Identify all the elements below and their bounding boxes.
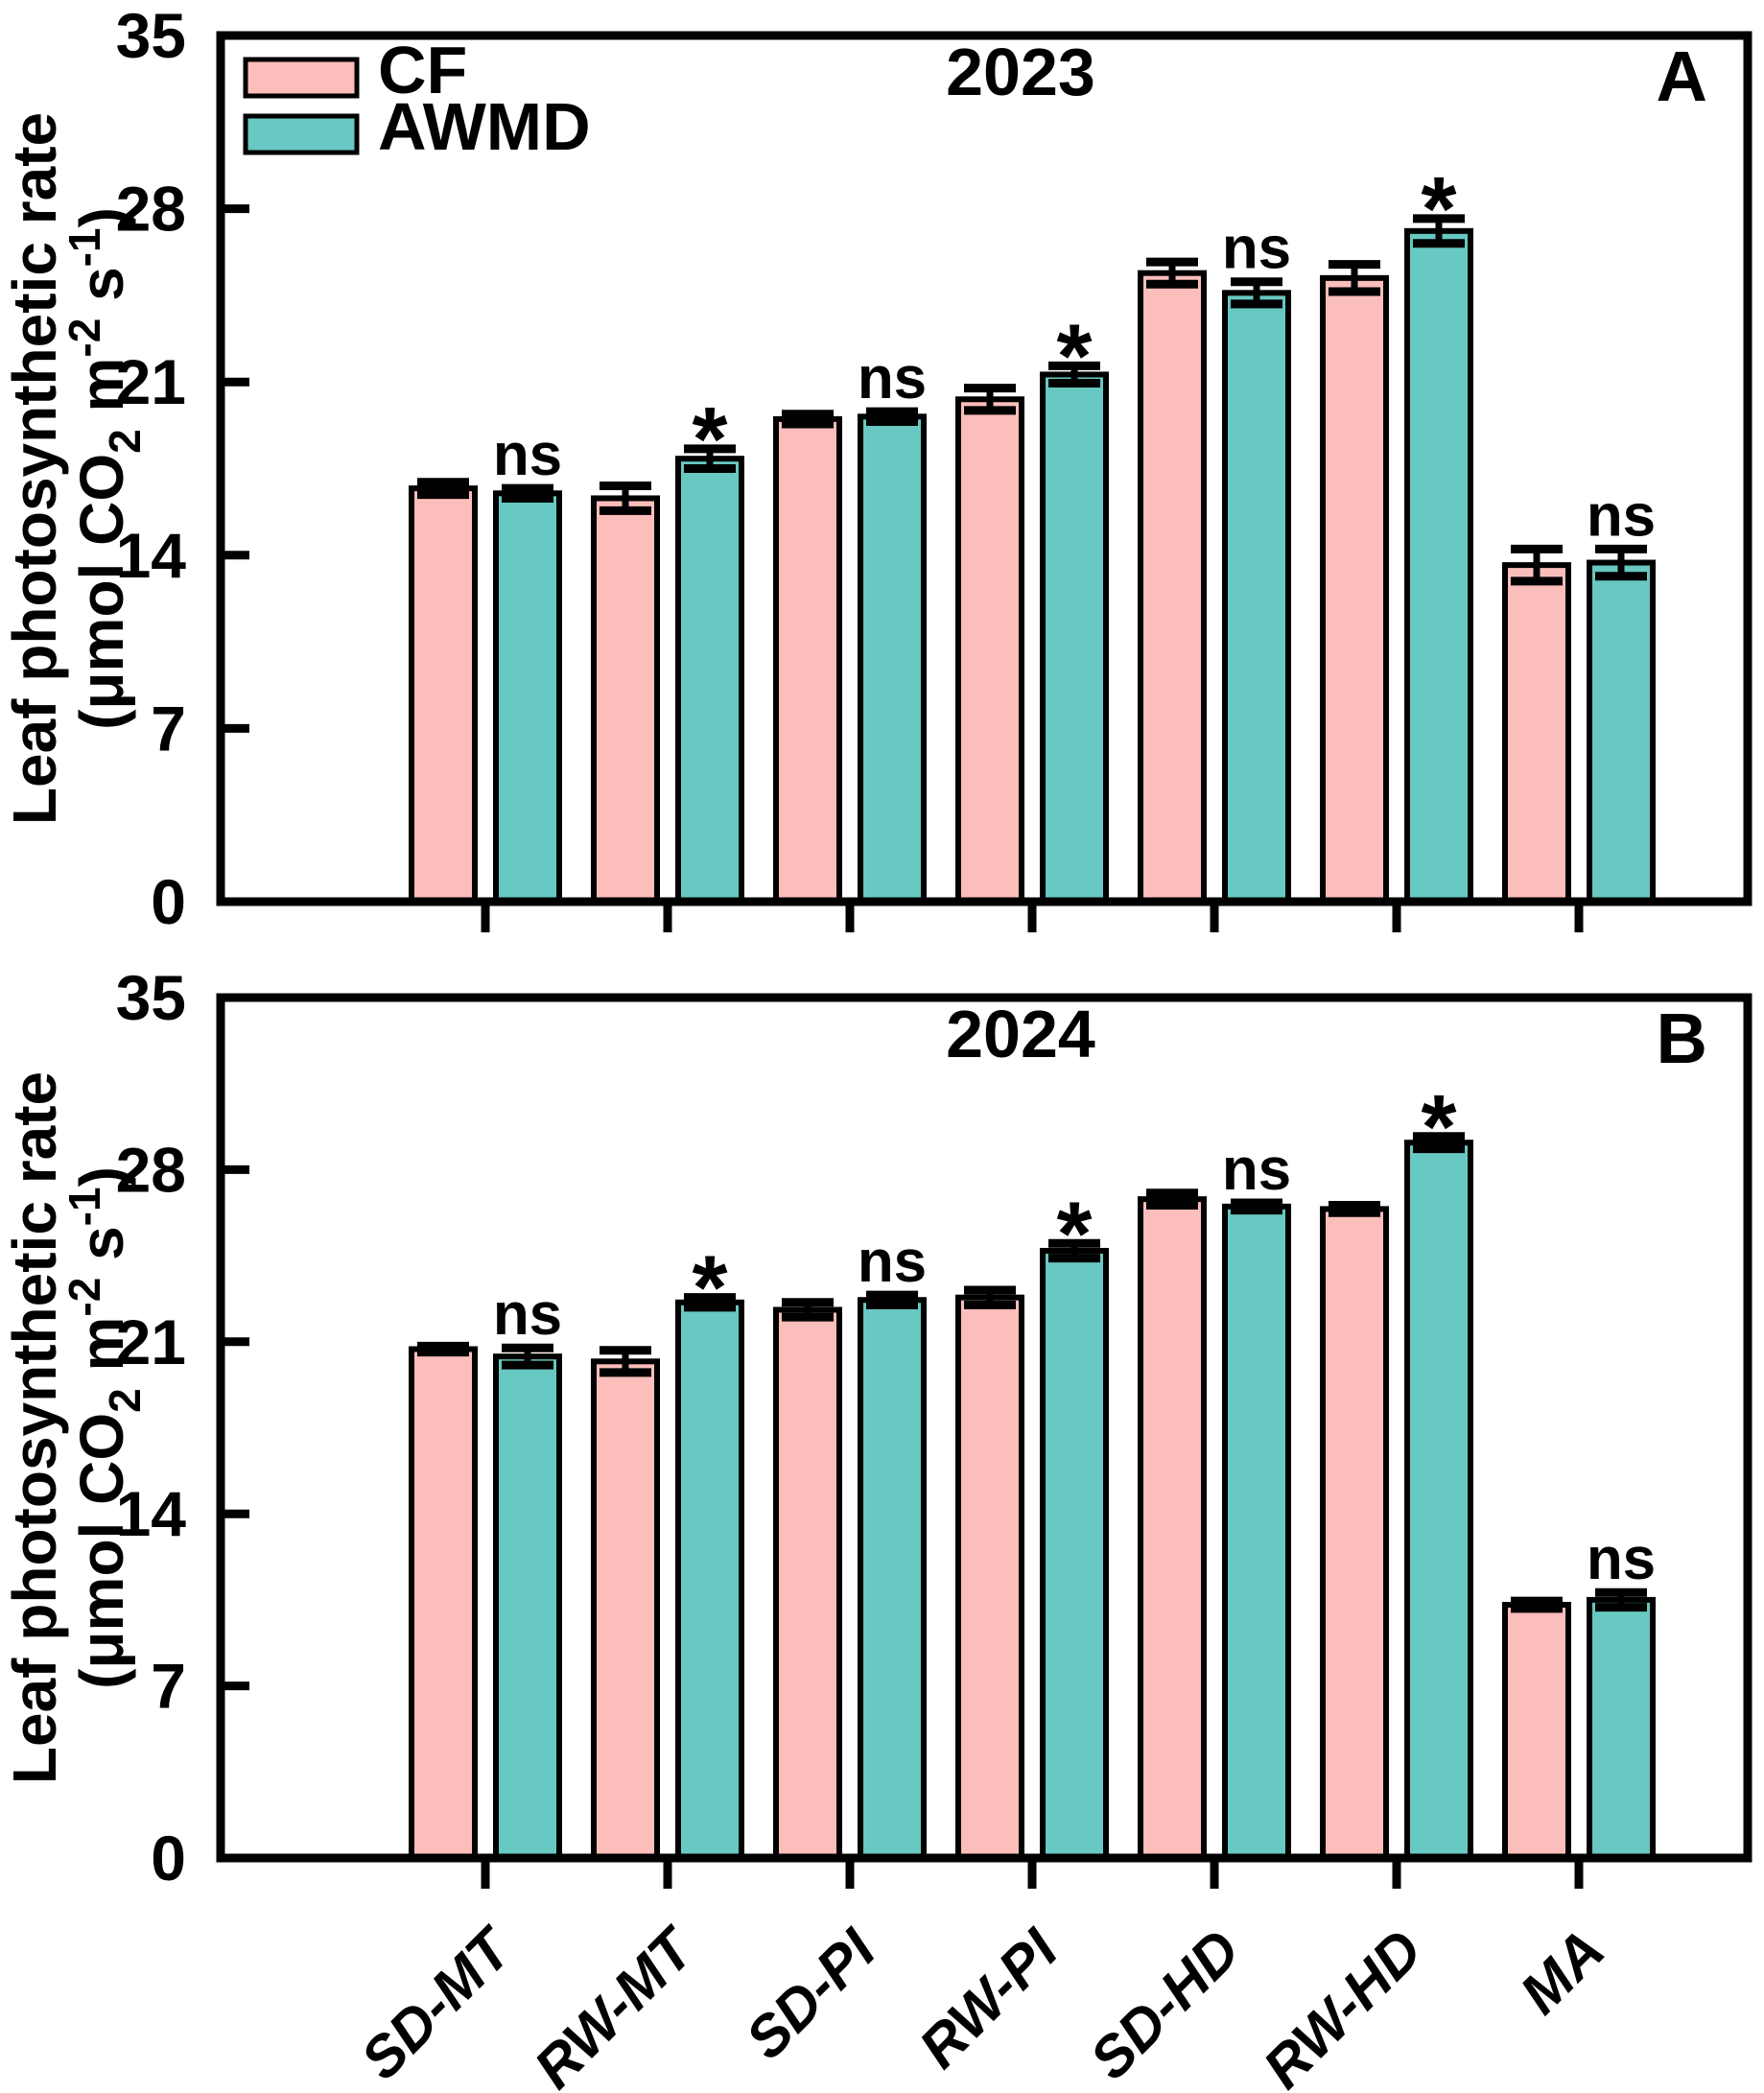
y-tick-label-B-21: 21	[116, 1306, 186, 1377]
bar-B-CF-RW-MT	[591, 1358, 660, 1861]
legend-label-CF: CF	[378, 33, 467, 107]
y-tick-label-A-0: 0	[151, 866, 186, 937]
y-tick-label-A-35: 35	[116, 0, 186, 71]
legend-swatch-CF	[243, 57, 360, 99]
bar-B-AWMD-SD-HD	[1222, 1203, 1291, 1862]
y-tick-label-B-35: 35	[116, 962, 186, 1033]
significance-B-SD-MT: ns	[493, 1282, 562, 1348]
y-axis-label-part: s	[67, 1226, 136, 1277]
bar-B-CF-SD-HD	[1138, 1196, 1207, 1861]
panel-letter-A: A	[1657, 36, 1707, 116]
y-axis-label-part: (μmol CO	[67, 1413, 136, 1689]
y-axis-label-part: s	[67, 267, 136, 317]
significance-B-SD-HD: ns	[1222, 1137, 1291, 1203]
x-tick-label-SD-PI: SD-PI	[734, 1917, 888, 2071]
panel-A-title: 2023	[946, 35, 1095, 109]
bar-B-AWMD-RW-MT	[675, 1299, 744, 1861]
significance-A-MA: ns	[1587, 482, 1656, 549]
bar-A-AWMD-MA	[1587, 559, 1656, 905]
panel-B-frame	[216, 993, 1752, 1863]
x-tick-label-SD-HD: SD-HD	[1077, 1917, 1252, 2092]
bar-A-CF-SD-MT	[409, 485, 478, 905]
bar-B-AWMD-MA	[1587, 1596, 1656, 1862]
bar-A-CF-MA	[1502, 562, 1571, 905]
y-tick-label-A-7: 7	[151, 693, 186, 764]
y-axis-label-line2-A: (μmol CO2 m-2 s-1)	[59, 207, 150, 730]
bar-A-CF-RW-PI	[955, 396, 1024, 905]
y-axis-label-part: 2	[100, 429, 150, 454]
x-tick-label-SD-MT: SD-MT	[348, 1915, 526, 2092]
bar-A-AWMD-SD-MT	[493, 490, 562, 905]
y-tick-label-A-14: 14	[116, 520, 187, 591]
significance-A-SD-PI: ns	[858, 345, 927, 412]
bar-A-CF-RW-MT	[591, 495, 660, 905]
y-tick-label-B-28: 28	[116, 1134, 186, 1205]
significance-A-SD-MT: ns	[493, 422, 562, 488]
y-tick-label-A-21: 21	[116, 346, 186, 417]
bar-B-CF-MA	[1502, 1602, 1571, 1862]
y-axis-label-part: -2	[59, 318, 109, 358]
bar-B-CF-SD-PI	[773, 1306, 842, 1862]
bar-A-AWMD-RW-MT	[675, 456, 744, 905]
y-axis-label-part: 2	[100, 1388, 150, 1413]
y-axis-label-part: -1	[59, 1187, 109, 1226]
bar-B-AWMD-RW-HD	[1404, 1140, 1473, 1862]
bar-B-CF-RW-PI	[955, 1294, 1024, 1861]
significance-B-MA: ns	[1587, 1526, 1656, 1592]
y-axis-label-line1-A: Leaf photosynthetic rate	[0, 112, 69, 825]
significance-A-RW-PI: *	[1057, 305, 1093, 407]
y-tick-label-B-0: 0	[151, 1823, 186, 1893]
y-axis-label-part: -2	[59, 1278, 109, 1317]
y-axis-label-part: m	[67, 358, 136, 430]
y-axis-label-line1-B: Leaf photosynthetic rate	[0, 1071, 69, 1784]
bar-A-CF-RW-HD	[1320, 274, 1389, 905]
bar-A-AWMD-RW-HD	[1404, 227, 1473, 905]
bar-B-AWMD-SD-PI	[858, 1297, 927, 1861]
bar-A-AWMD-SD-HD	[1222, 290, 1291, 905]
legend-swatch-AWMD	[243, 113, 360, 155]
bar-B-CF-SD-MT	[409, 1346, 478, 1861]
x-tick-label-RW-MT: RW-MT	[522, 1915, 708, 2093]
legend-label-AWMD: AWMD	[378, 89, 591, 164]
bar-B-CF-RW-HD	[1320, 1206, 1389, 1862]
significance-A-RW-MT: *	[693, 388, 728, 490]
significance-A-SD-HD: ns	[1222, 216, 1291, 282]
significance-B-RW-HD: *	[1422, 1076, 1457, 1178]
bar-A-CF-SD-HD	[1138, 270, 1207, 905]
y-tick-label-B-14: 14	[116, 1478, 187, 1549]
bar-B-AWMD-RW-PI	[1040, 1247, 1109, 1861]
panel-letter-B: B	[1657, 999, 1707, 1078]
x-tick-label-MA: MA	[1508, 1917, 1616, 2026]
panel-A-frame	[216, 31, 1752, 906]
y-axis-label-part: -1	[59, 227, 109, 267]
x-tick-label-RW-HD: RW-HD	[1251, 1917, 1434, 2093]
y-axis-label-part: )	[67, 207, 136, 227]
y-axis-label-part: m	[67, 1317, 136, 1389]
bar-A-AWMD-RW-PI	[1040, 371, 1109, 905]
y-axis-label-part: (μmol CO	[67, 454, 136, 730]
y-tick-label-A-28: 28	[116, 174, 186, 245]
bar-A-AWMD-SD-PI	[858, 413, 927, 905]
y-axis-label-line2-B: (μmol CO2 m-2 s-1)	[59, 1166, 150, 1689]
significance-A-RW-HD: *	[1422, 158, 1457, 260]
bar-B-AWMD-SD-MT	[493, 1353, 562, 1861]
y-tick-label-B-7: 7	[151, 1651, 186, 1722]
significance-B-RW-PI: *	[1057, 1183, 1093, 1284]
significance-B-SD-PI: ns	[858, 1229, 927, 1295]
bar-A-CF-SD-PI	[773, 415, 842, 905]
panel-B-title: 2024	[946, 997, 1095, 1071]
x-tick-label-RW-PI: RW-PI	[906, 1917, 1070, 2081]
significance-B-RW-MT: *	[693, 1237, 728, 1339]
y-axis-label-part: )	[67, 1166, 136, 1187]
